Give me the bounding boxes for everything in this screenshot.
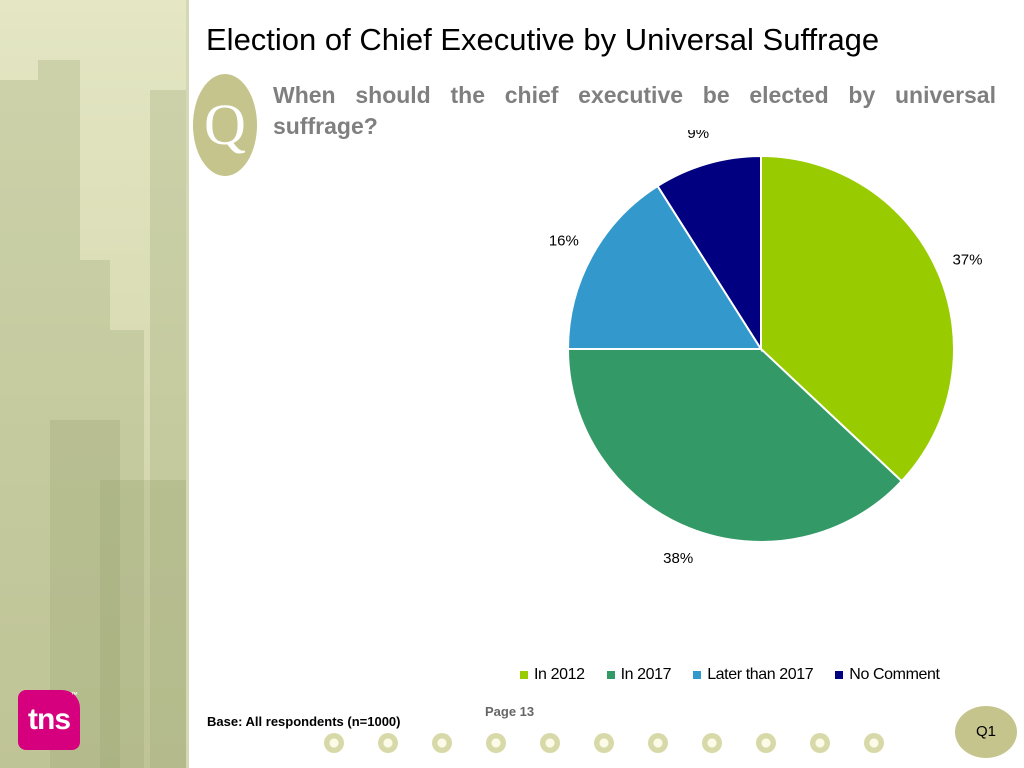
base-note: Base: All respondents (n=1000) xyxy=(207,714,401,729)
pie-data-label: 38% xyxy=(663,550,693,567)
pie-slice-in-2017 xyxy=(566,348,904,543)
dot xyxy=(864,733,884,753)
dot xyxy=(702,733,722,753)
legend-label: In 2012 xyxy=(534,666,585,683)
dot xyxy=(324,733,344,753)
legend-item: Later than 2017 xyxy=(693,666,814,684)
legend-swatch xyxy=(835,671,844,679)
legend-swatch xyxy=(693,671,702,679)
legend-item: In 2012 xyxy=(520,666,585,684)
legend-item: No Comment xyxy=(835,666,940,684)
question-text: When should the chief executive be elect… xyxy=(273,82,996,139)
page-title: Election of Chief Executive by Universal… xyxy=(206,22,880,57)
pie-data-label: 9% xyxy=(687,130,709,142)
logo-text: tns xyxy=(28,703,71,736)
dot xyxy=(756,733,776,753)
legend-swatch xyxy=(606,671,615,679)
legend-label: Later than 2017 xyxy=(707,666,814,683)
legend-label: No Comment xyxy=(849,666,940,683)
question-badge: Q xyxy=(193,74,257,176)
dot xyxy=(378,733,398,753)
sidebar-skyline-image xyxy=(0,0,186,768)
pie-slice-in-2012 xyxy=(760,154,955,483)
dot xyxy=(648,733,668,753)
dot xyxy=(432,733,452,753)
dot xyxy=(594,733,614,753)
pie-slice-later-than-2017 xyxy=(566,184,763,350)
pie-data-label: 16% xyxy=(549,233,579,250)
pie-slice-no-comment xyxy=(656,154,762,353)
sidebar-divider xyxy=(186,0,189,768)
legend-swatch xyxy=(520,671,528,679)
tns-logo: tns ™ xyxy=(18,690,80,750)
legend-label: In 2017 xyxy=(620,666,672,683)
dot xyxy=(486,733,506,753)
progress-dots xyxy=(324,733,884,753)
pie-data-label: 37% xyxy=(952,252,982,269)
question-code-badge: Q1 xyxy=(955,706,1017,758)
dot xyxy=(810,733,830,753)
pie-chart: 37% 38% 16% 9% xyxy=(549,130,983,567)
logo-trademark: ™ xyxy=(71,692,78,699)
chart-legend: In 2012 In 2017 Later than 2017 No Comment xyxy=(520,666,940,684)
page-number: Page 13 xyxy=(485,704,535,719)
legend-item: In 2017 xyxy=(606,666,672,684)
dot xyxy=(540,733,560,753)
